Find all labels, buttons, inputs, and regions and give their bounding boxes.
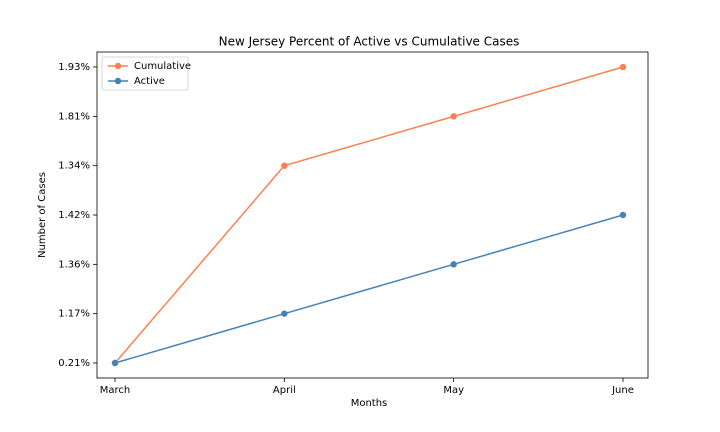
legend-marker bbox=[114, 77, 122, 85]
data-point bbox=[281, 310, 288, 317]
x-tick-label: June bbox=[611, 385, 634, 396]
x-tick-label: May bbox=[443, 385, 464, 396]
data-point bbox=[281, 162, 288, 169]
chart-title: New Jersey Percent of Active vs Cumulati… bbox=[219, 35, 520, 49]
legend-label: Cumulative bbox=[134, 61, 191, 72]
data-point bbox=[619, 63, 627, 71]
data-point bbox=[450, 261, 457, 268]
legend-marker bbox=[114, 62, 122, 70]
y-axis-label: Number of Cases bbox=[37, 172, 48, 258]
series-line bbox=[114, 66, 624, 364]
x-tick-label: April bbox=[273, 385, 296, 396]
y-tick-label: 0.21% bbox=[58, 358, 90, 369]
data-point bbox=[111, 359, 119, 367]
y-tick-label: 1.81% bbox=[58, 111, 90, 122]
legend-label: Active bbox=[134, 76, 165, 87]
y-tick-label: 1.17% bbox=[58, 309, 90, 320]
x-axis-label: Months bbox=[351, 398, 388, 409]
y-tick-label: 1.34% bbox=[58, 161, 90, 172]
y-tick-label: 1.93% bbox=[58, 62, 90, 73]
y-tick-label: 1.42% bbox=[58, 210, 90, 221]
y-tick-label: 1.36% bbox=[58, 259, 90, 270]
data-point bbox=[450, 113, 457, 120]
x-tick-label: March bbox=[100, 385, 130, 396]
series-line bbox=[114, 214, 624, 364]
data-point bbox=[619, 211, 627, 219]
